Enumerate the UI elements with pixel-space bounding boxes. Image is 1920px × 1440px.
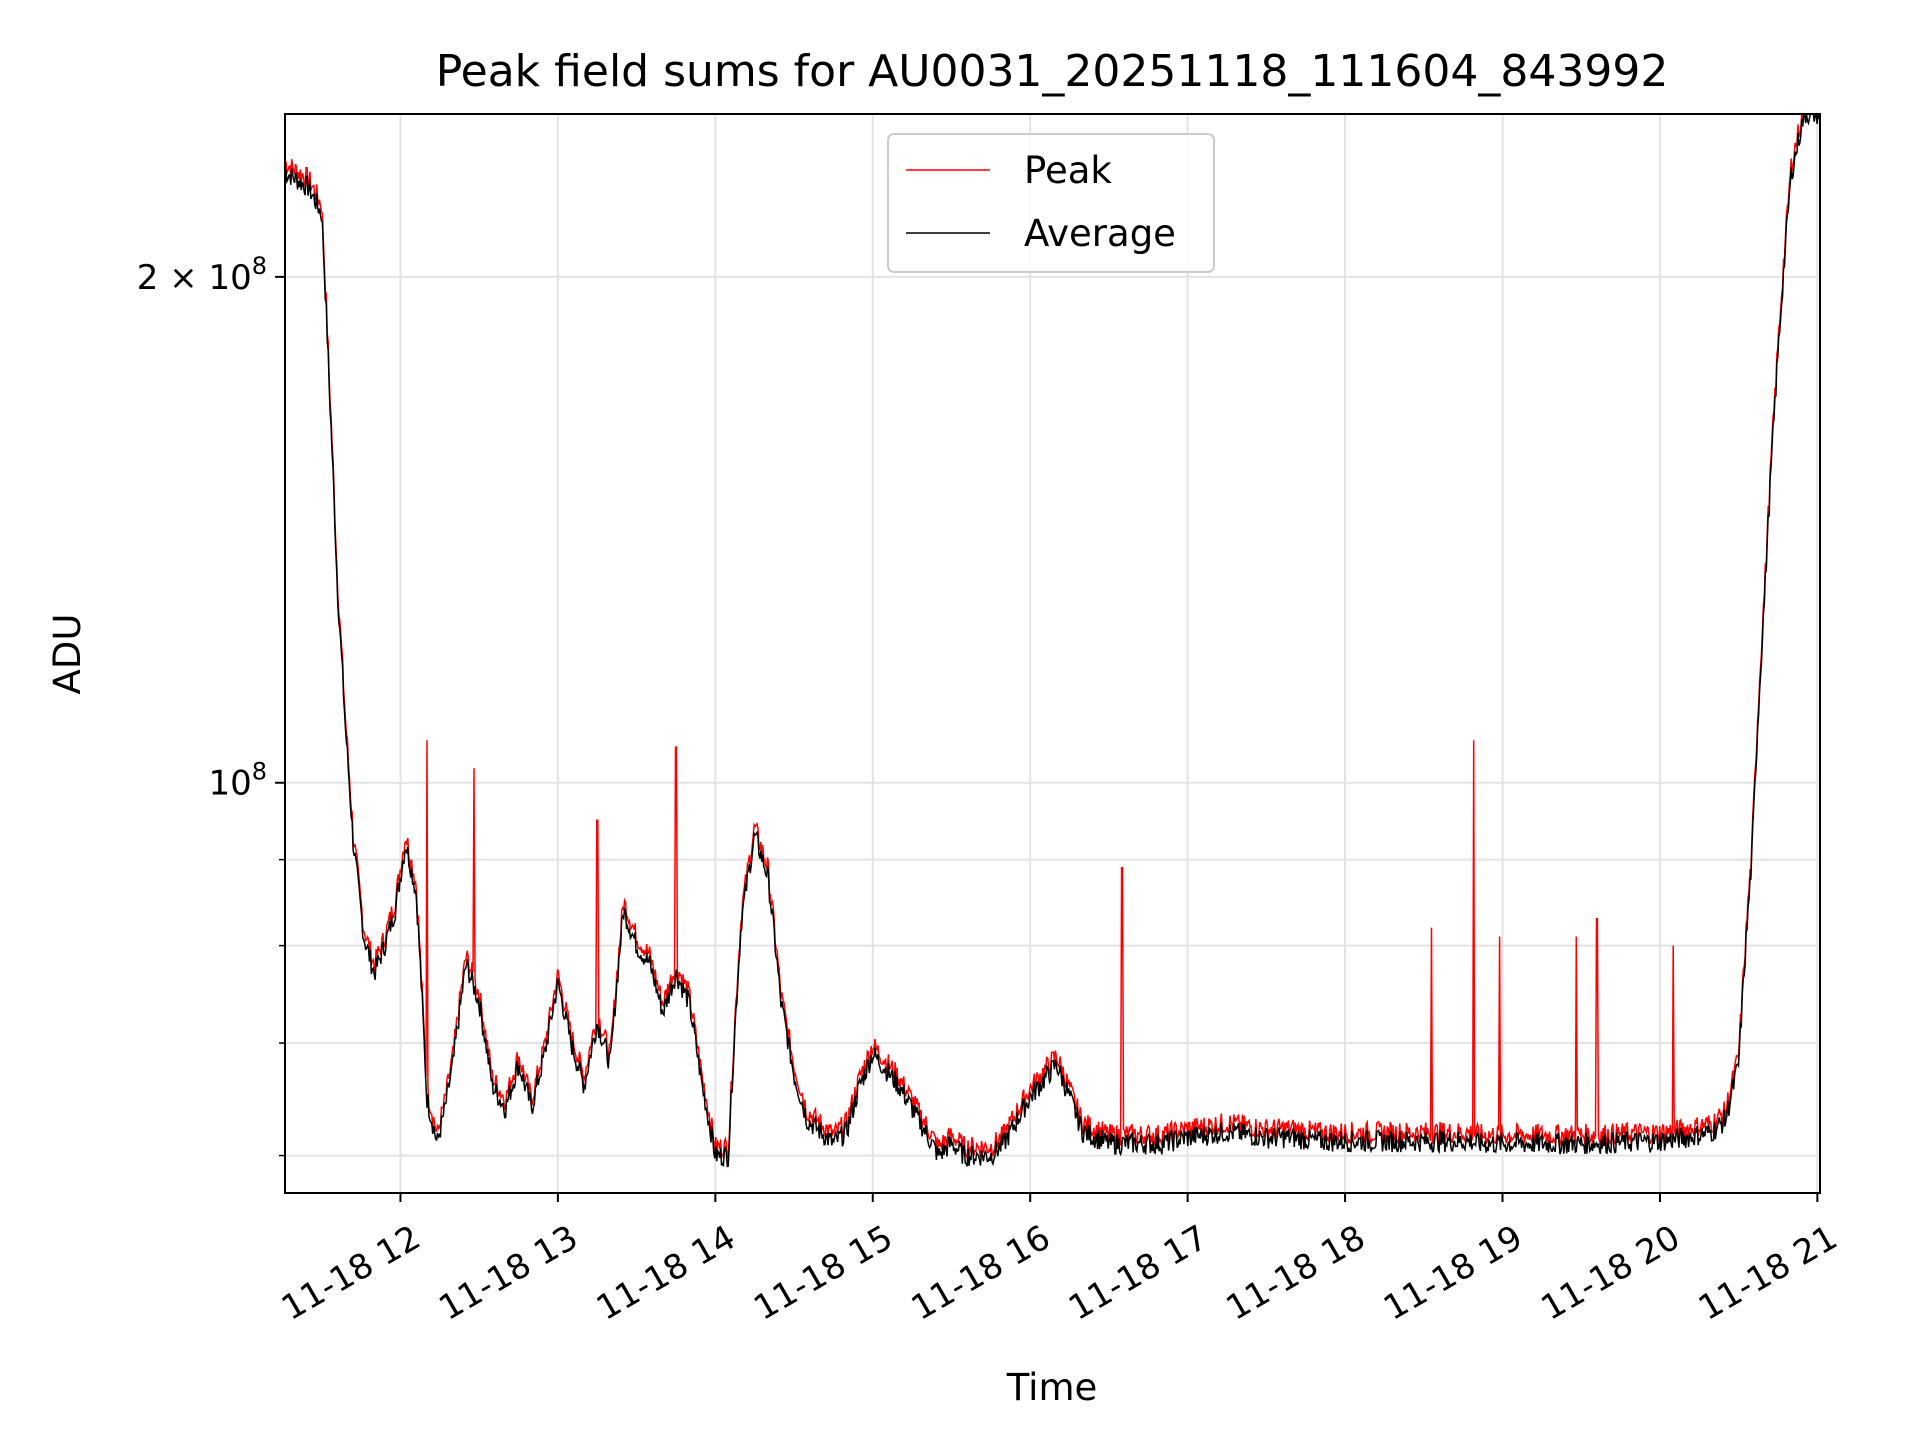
- plot-frame: [284, 113, 1821, 1194]
- legend-peak-label: Peak: [1024, 149, 1112, 192]
- grid: [285, 114, 1820, 1193]
- chart-title: Peak field sums for AU0031_20251118_1116…: [436, 46, 1669, 97]
- legend-average-label: Average: [1024, 212, 1176, 255]
- x-axis-label: Time: [1006, 1366, 1098, 1409]
- y-axis-label: ADU: [46, 614, 89, 695]
- y-tick-label: 2 × 108: [137, 252, 267, 298]
- legend-box: [887, 133, 1215, 273]
- series-lines: [284, 112, 1821, 1168]
- series-line-average: [284, 112, 1821, 1168]
- y-tick-label: 108: [208, 758, 267, 804]
- legend: Peak Average: [887, 133, 1215, 273]
